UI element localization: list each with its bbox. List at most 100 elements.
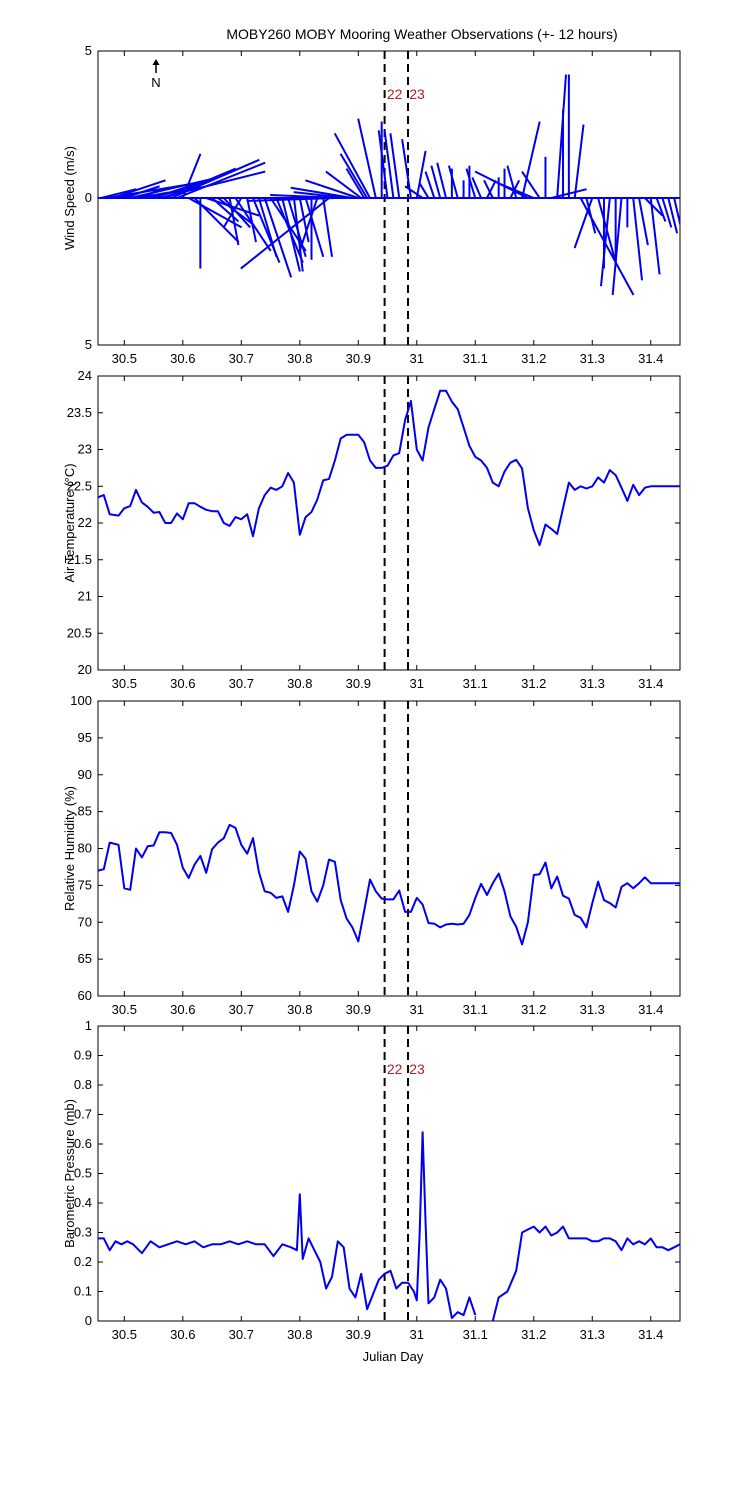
- x-tick-label: 30.9: [346, 1002, 371, 1017]
- wind-stick: [465, 168, 477, 199]
- y-tick-label: 0.8: [74, 1077, 92, 1092]
- x-tick-label: 31: [410, 351, 424, 366]
- wind-stick: [322, 197, 334, 257]
- y-tick-label: 24: [78, 368, 92, 383]
- y-tick-label: 0.9: [74, 1048, 92, 1063]
- wind-stick: [223, 197, 251, 229]
- plot-area: [98, 823, 680, 946]
- wind-stick: [345, 168, 365, 199]
- x-tick-label: 30.6: [170, 1002, 195, 1017]
- y-tick-label: 100: [70, 693, 92, 708]
- axes-box: [97, 375, 681, 671]
- y-tick-label: 80: [78, 841, 92, 856]
- wind-stick: [304, 197, 325, 258]
- wind-stick: [298, 197, 319, 252]
- x-tick-label: 31.4: [638, 1002, 663, 1017]
- x-tick-label: 31.3: [580, 351, 605, 366]
- wind-stick: [124, 185, 160, 199]
- series-line-barometric_pressure-1: [491, 1225, 680, 1321]
- wind-stick: [325, 170, 362, 199]
- wind-stick: [447, 165, 459, 199]
- figure-title: MOBY260 MOBY Mooring Weather Observation…: [226, 26, 617, 42]
- north-arrowhead-icon: [152, 59, 160, 65]
- y-tick-label: 0.7: [74, 1107, 92, 1122]
- y-axis-label: Relative Humidity (%): [62, 786, 77, 911]
- wind-stick: [290, 186, 353, 199]
- marker-label-22: 22: [387, 86, 403, 102]
- wind-stick: [579, 197, 635, 296]
- x-tick-label: 31.2: [521, 351, 546, 366]
- x-tick-label: 31.3: [580, 1002, 605, 1017]
- y-tick-label: 21: [78, 589, 92, 604]
- wind-stick: [153, 179, 207, 199]
- x-tick-label: 30.7: [229, 1002, 254, 1017]
- panel-air_temperature: 30.5 30.6 30.7 30.8 30.9 31 31.1 31.2 31.3 31.4 20…: [62, 368, 681, 691]
- wind-stick: [293, 191, 347, 199]
- x-tick-label: 31.4: [638, 1327, 663, 1342]
- y-tick-label: 22: [78, 515, 92, 530]
- axes-box: [97, 700, 681, 997]
- panel-relative_humidity: 30.5 30.6 30.7 30.8 30.9 31 31.1 31.2 31.3 31.4 60…: [62, 693, 681, 1017]
- wind-stick: [506, 165, 518, 199]
- wind-stick: [486, 179, 497, 199]
- wind-stick: [573, 124, 585, 199]
- wind-stick: [418, 182, 430, 199]
- series-line-air_temperature: [98, 389, 680, 547]
- x-tick-label: 31.1: [463, 676, 488, 691]
- x-axis-label: Julian Day: [363, 1349, 424, 1364]
- x-tick-label: 31.3: [580, 1327, 605, 1342]
- wind-stick: [257, 197, 278, 258]
- panel-wind: 30.5 30.6 30.7 30.8 30.9 31 31.1 31.2 31.3 31.4 5 0…: [62, 43, 681, 366]
- x-tick-label: 31.4: [638, 676, 663, 691]
- wind-stick: [305, 179, 359, 199]
- y-tick-label: 90: [78, 767, 92, 782]
- wind-stick: [228, 197, 240, 246]
- x-tick-label: 30.5: [112, 1327, 137, 1342]
- x-tick-label: 31.1: [463, 1327, 488, 1342]
- wind-stick: [638, 197, 649, 246]
- wind-stick: [176, 161, 266, 199]
- x-tick-label: 30.9: [346, 676, 371, 691]
- x-tick-label: 30.7: [229, 1327, 254, 1342]
- x-tick-label: 30.6: [170, 676, 195, 691]
- y-tick-label: 20.5: [67, 625, 92, 640]
- wind-stick: [246, 197, 257, 243]
- wind-stick: [655, 197, 667, 222]
- wind-stick: [644, 197, 664, 217]
- series-line-barometric_pressure-0: [98, 1131, 477, 1319]
- y-axis-label: Air Temperature (°C): [62, 463, 77, 582]
- wind-stick: [246, 197, 335, 202]
- wind-stick: [222, 197, 243, 228]
- wind-stick: [141, 188, 160, 199]
- y-tick-label: 0: [85, 1313, 92, 1328]
- wind-stick: [521, 121, 541, 199]
- wind-stick: [100, 188, 137, 199]
- x-tick-label: 31.1: [463, 1002, 488, 1017]
- wind-stick: [430, 165, 442, 199]
- x-tick-label: 30.9: [346, 1327, 371, 1342]
- x-tick-label: 31.4: [638, 351, 663, 366]
- wind-stick: [181, 153, 202, 199]
- marker-label-22: 22: [387, 1061, 403, 1077]
- wind-stick: [164, 167, 237, 199]
- wind-stick: [357, 118, 377, 199]
- x-tick-label: 30.8: [287, 351, 312, 366]
- x-tick-label: 31.1: [463, 351, 488, 366]
- x-tick-label: 31.2: [521, 1002, 546, 1017]
- wind-stick: [673, 197, 680, 228]
- x-tick-label: 30.8: [287, 1002, 312, 1017]
- wind-stick: [521, 170, 541, 199]
- plot-area: [98, 74, 680, 296]
- wind-stick: [292, 197, 304, 272]
- y-tick-label: 20: [78, 662, 92, 677]
- wind-stick: [240, 197, 330, 270]
- wind-stick: [556, 74, 567, 199]
- wind-stick: [193, 197, 240, 243]
- y-tick-label: 60: [78, 988, 92, 1003]
- x-tick-label: 30.5: [112, 351, 137, 366]
- marker-label-23: 23: [409, 86, 425, 102]
- y-tick-label: 0.1: [74, 1284, 92, 1299]
- series-line-relative_humidity: [98, 823, 680, 946]
- wind-stick: [649, 197, 661, 275]
